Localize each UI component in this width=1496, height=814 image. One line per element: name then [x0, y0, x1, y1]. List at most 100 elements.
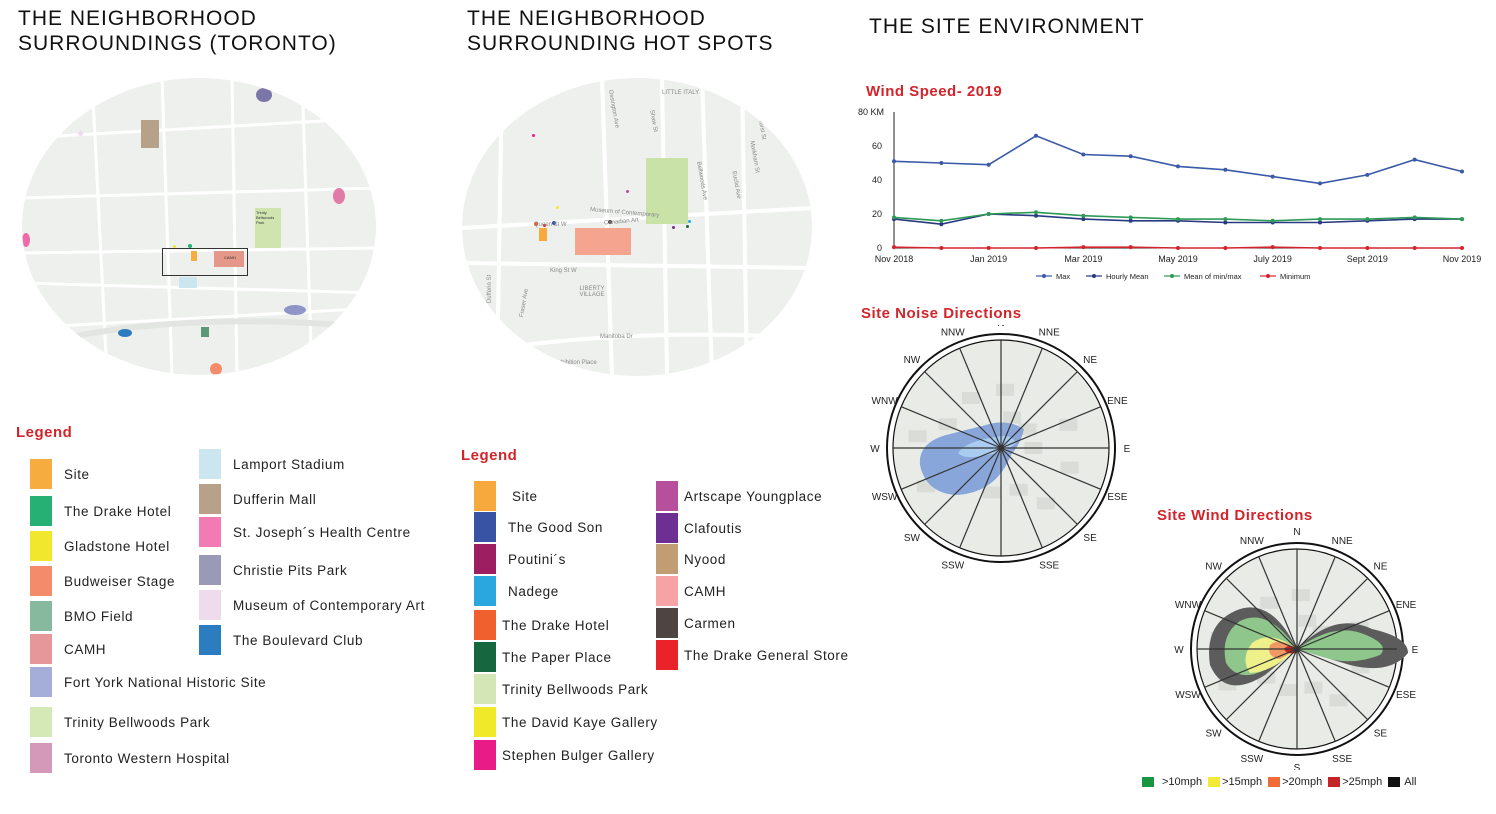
- data-point: [1223, 217, 1228, 222]
- col2-legend-item: Poutini´s: [474, 544, 566, 574]
- rose-spoke: [1258, 648, 1298, 742]
- data-point: [986, 246, 991, 250]
- wind-speed-chart: 0 20 40 60 80 KM Nov 2018 Jan 2019 Mar 2019 May …: [858, 107, 1481, 281]
- map-boulevard: [118, 329, 132, 337]
- legend-swatch: [30, 743, 52, 773]
- legend-label: Trinity Bellwoods Park: [64, 714, 211, 730]
- data-point: [1128, 154, 1133, 159]
- data-point: [1270, 174, 1275, 179]
- map-toronto-western: [22, 233, 30, 247]
- col2-legend-item: Trinity Bellwoods Park: [474, 674, 648, 704]
- col1-legend-item: Site: [30, 459, 90, 489]
- col1-title-line2: SURROUNDINGS (TORONTO): [18, 32, 337, 55]
- col2-legend-item: The Drake General Store: [656, 640, 849, 670]
- wind-legend-item: >10mph: [1142, 776, 1202, 788]
- compass-label-ne: NE: [1373, 562, 1387, 573]
- legend-label: Budweiser Stage: [64, 573, 176, 589]
- col1-legend-item: BMO Field: [30, 601, 133, 631]
- legend-label: Fort York National Historic Site: [64, 674, 267, 690]
- compass-label-s: S: [1294, 763, 1301, 770]
- rose-spoke: [900, 447, 1002, 490]
- data-point: [1128, 245, 1133, 250]
- col1-legend-item: Budweiser Stage: [30, 566, 175, 596]
- rose-map-block: [1298, 614, 1317, 627]
- col3-title: THE SITE ENVIRONMENT: [869, 15, 1145, 38]
- rose-spoke: [1296, 648, 1336, 742]
- rose-spoke: [1225, 648, 1298, 721]
- data-point: [986, 212, 991, 216]
- legend-swatch: [30, 601, 52, 631]
- x-tick-label: Sept 2019: [1347, 254, 1388, 264]
- hs-clafoutis: [672, 226, 675, 229]
- legend-label: The Paper Place: [502, 649, 612, 665]
- col2-title-line1: THE NEIGHBORHOOD: [467, 7, 706, 30]
- map-site-box: [162, 248, 248, 276]
- col1-legend-item: Fort York National Historic Site: [30, 667, 266, 697]
- legend-label: St. Joseph´s Health Centre: [233, 524, 411, 540]
- data-point: [892, 245, 896, 250]
- data-point: [1081, 245, 1086, 250]
- col1-legend-title: Legend: [16, 424, 73, 441]
- compass-label-sw: SW: [1206, 728, 1223, 739]
- rose-map-block: [961, 392, 980, 405]
- wind-directions-title: Site Wind Directions: [1157, 507, 1313, 524]
- wind-10-east: [1297, 630, 1383, 662]
- data-point: [1081, 217, 1086, 222]
- compass-label-se: SE: [1083, 533, 1097, 544]
- rose-spoke: [1204, 610, 1298, 650]
- col1-legend-item: CAMH: [30, 634, 106, 664]
- wind-legend-item: >25mph: [1328, 776, 1382, 788]
- wind-legend-item: >20mph: [1268, 776, 1322, 788]
- data-point: [892, 215, 896, 220]
- compass-label-wsw: WSW: [1175, 690, 1201, 701]
- hs-david-kaye: [556, 206, 559, 209]
- legend-swatch: [474, 512, 496, 542]
- legend-swatch: [30, 459, 52, 489]
- col2-title-line2: SURROUNDING HOT SPOTS: [467, 32, 774, 55]
- map-trinity-park: [255, 208, 281, 248]
- map-camh-label: CAMH: [224, 255, 236, 260]
- data-point: [1223, 220, 1228, 225]
- compass-label-nnw: NNW: [1240, 536, 1264, 547]
- hs-paper-place: [686, 225, 689, 228]
- legend-label: Max: [1056, 272, 1070, 281]
- data-point: [1460, 217, 1464, 222]
- hs-label-exhibition: Exhibition Place: [554, 360, 597, 366]
- rose-map-block: [1291, 589, 1310, 602]
- data-point: [1176, 217, 1180, 222]
- legend-label: The Boulevard Club: [233, 632, 364, 648]
- col1-legend-item: Museum of Contemporary Art: [199, 590, 425, 620]
- col1-legend-item: Christie Pits Park: [199, 555, 347, 585]
- hs-nadege: [688, 220, 691, 223]
- col2-legend-item: Site: [474, 481, 538, 511]
- data-point: [1034, 213, 1038, 218]
- data-point: [939, 246, 944, 250]
- neighborhood-map: Trinity Bellwoods Park CAMH: [22, 78, 376, 375]
- neighborhood-map-roads: [22, 78, 376, 375]
- data-point: [1318, 246, 1322, 250]
- rose-map-block: [996, 383, 1015, 396]
- legend-swatch: [474, 740, 496, 770]
- hs-stephen-bulger: [532, 134, 535, 137]
- y-tick-label: 0: [877, 243, 882, 253]
- data-point: [1270, 218, 1275, 223]
- hs-label-little-italy: LITTLE ITALY: [662, 90, 700, 96]
- compass-label-nnw: NNW: [941, 328, 965, 339]
- rose-spoke: [1296, 648, 1390, 688]
- wind-legend-item: >15mph: [1208, 776, 1262, 788]
- compass-label-se: SE: [1374, 728, 1388, 739]
- data-point: [1365, 172, 1370, 177]
- data-point: [1034, 246, 1038, 250]
- legend-label: BMO Field: [64, 608, 134, 624]
- x-tick-label: Nov 2018: [875, 254, 914, 264]
- y-top-label: 80 KM: [858, 107, 884, 117]
- legend-label: Artscape Youngplace: [684, 488, 823, 504]
- compass-label-n: N: [1293, 527, 1300, 538]
- map-fort-york: [284, 305, 306, 315]
- compass-label-ssw: SSW: [941, 560, 964, 570]
- col1-legend-item: The Boulevard Club: [199, 625, 363, 655]
- legend-swatch: [30, 634, 52, 664]
- compass-label-ssw: SSW: [1240, 754, 1263, 765]
- data-point: [1081, 213, 1086, 218]
